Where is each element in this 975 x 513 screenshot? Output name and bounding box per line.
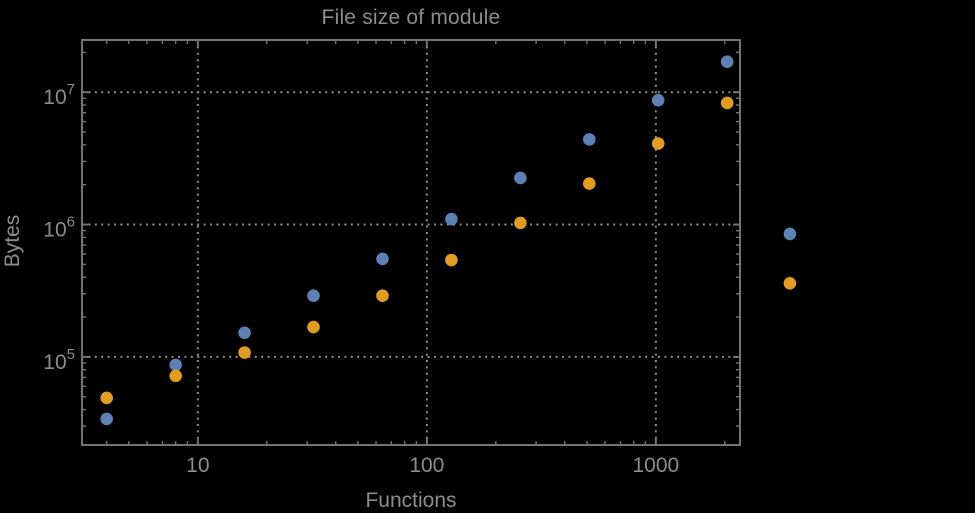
- data-point-blue: [514, 171, 527, 185]
- data-point-blue: [100, 412, 113, 426]
- series-blue: [100, 55, 797, 426]
- x-tick-label: 10: [186, 454, 209, 477]
- data-point-orange: [445, 253, 458, 267]
- y-tick-label: 106: [43, 214, 75, 242]
- data-point-blue: [720, 55, 734, 68]
- data-point-orange: [307, 320, 320, 334]
- data-point-blue: [583, 133, 596, 146]
- plot-frame: [81, 39, 741, 446]
- data-point-orange: [169, 369, 182, 383]
- data-point-orange: [720, 96, 734, 110]
- axis-ticks: [82, 40, 740, 445]
- data-point-orange: [783, 277, 797, 290]
- chart-title: File size of module: [321, 6, 501, 29]
- x-tick-label: 1000: [633, 454, 680, 477]
- data-point-orange: [514, 216, 527, 230]
- data-point-orange: [376, 289, 389, 303]
- data-point-blue: [445, 212, 458, 226]
- data-point-blue: [169, 358, 182, 372]
- data-point-blue: [238, 326, 251, 340]
- data-point-blue: [651, 93, 665, 107]
- y-tick-label: 107: [43, 81, 75, 109]
- data-point-orange: [100, 391, 113, 405]
- x-axis-label: Functions: [365, 489, 457, 512]
- data-point-orange: [583, 177, 596, 190]
- series-orange: [100, 96, 797, 405]
- data-point-blue: [376, 252, 389, 266]
- x-tick-label: 100: [409, 454, 444, 477]
- data-point-blue: [783, 227, 797, 241]
- y-tick-label: 105: [43, 346, 75, 374]
- data-point-orange: [651, 137, 665, 150]
- data-point-blue: [307, 289, 320, 303]
- data-point-orange: [238, 346, 251, 359]
